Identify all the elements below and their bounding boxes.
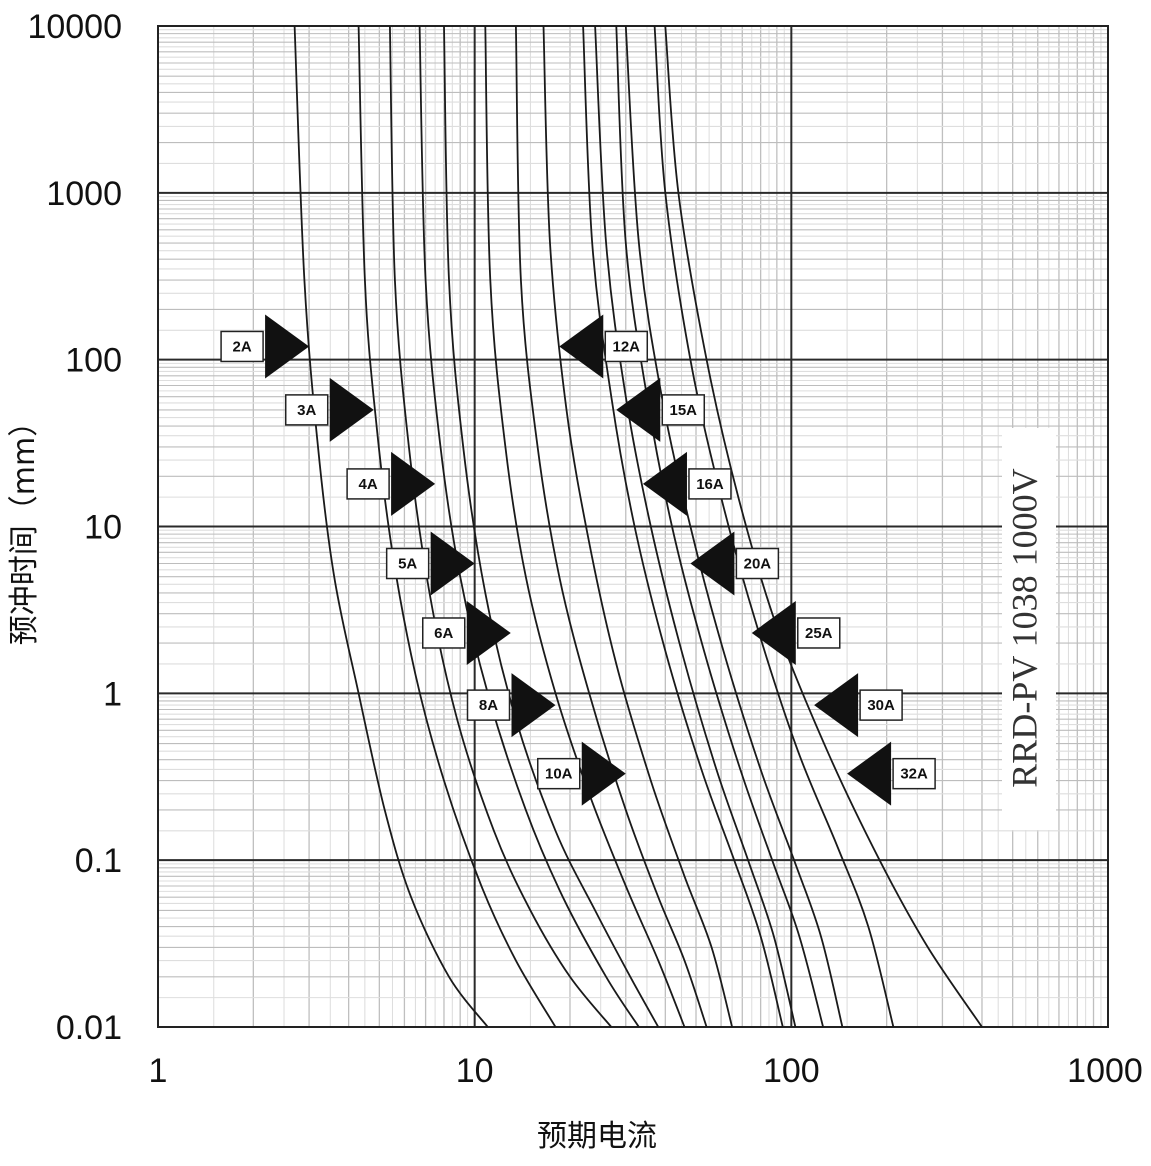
label-box-6A xyxy=(421,617,466,649)
x-tick-labels: 1 10 100 1000 xyxy=(149,1052,1143,1090)
label-box-16A xyxy=(688,468,732,500)
rating-label-10A: 10A xyxy=(537,741,626,806)
curve-32A xyxy=(664,25,983,1028)
curve-25A xyxy=(624,25,844,1028)
rating-label-2A: 2A xyxy=(220,314,310,379)
label-box-25A xyxy=(797,617,841,649)
arrow-3A xyxy=(329,377,374,442)
rating-label-15A: 15A xyxy=(616,377,706,442)
label-box-12A xyxy=(604,330,649,363)
curve-8A xyxy=(484,25,686,1028)
y-tick-label: 10000 xyxy=(27,8,122,46)
label-text-25A: 25A xyxy=(805,625,833,642)
rating-label-25A: 25A xyxy=(751,600,841,665)
y-tick-label: 10 xyxy=(84,509,122,547)
label-box-32A xyxy=(892,757,936,790)
product-label: RRD-PV 1038 1000V xyxy=(1004,468,1044,787)
curve-3A xyxy=(357,25,557,1028)
arrow-4A xyxy=(391,451,436,516)
arrow-2A xyxy=(265,314,310,379)
y-tick-label: 100 xyxy=(65,342,122,380)
label-box-15A xyxy=(661,394,706,426)
product-label-background xyxy=(1002,428,1056,830)
rating-label-4A: 4A xyxy=(346,451,436,516)
curve-16A xyxy=(594,25,797,1028)
label-box-2A xyxy=(220,330,264,363)
label-box-5A xyxy=(385,547,430,580)
y-axis-title: 预冲时间（mm） xyxy=(7,407,42,645)
arrow-20A xyxy=(690,531,735,596)
label-text-4A: 4A xyxy=(359,476,378,493)
curve-10A xyxy=(515,25,708,1028)
rating-label-12A: 12A xyxy=(559,314,649,379)
label-text-2A: 2A xyxy=(232,338,251,355)
curve-12A xyxy=(542,25,733,1028)
arrow-15A xyxy=(616,377,661,442)
curve-30A xyxy=(653,25,895,1028)
curve-4A xyxy=(389,25,612,1028)
label-text-10A: 10A xyxy=(545,766,573,783)
x-tick-label: 100 xyxy=(763,1052,820,1090)
arrow-10A xyxy=(581,741,626,806)
plot-frame xyxy=(157,25,1109,1028)
rating-labels: 2A 3A 4A 5A 6A 8A 10A 12A 15A 16A 20A 25A 30A 32A xyxy=(220,314,936,806)
curve-6A xyxy=(443,25,660,1028)
rating-label-32A: 32A xyxy=(847,741,936,806)
label-box-30A xyxy=(859,689,903,721)
label-text-30A: 30A xyxy=(867,697,895,714)
curve-20A xyxy=(615,25,824,1028)
y-tick-labels: 10000 1000 100 10 1 0.1 0.01 xyxy=(27,8,122,1047)
label-box-8A xyxy=(466,689,511,721)
label-text-3A: 3A xyxy=(297,402,316,419)
rating-label-6A: 6A xyxy=(421,600,511,665)
label-box-10A xyxy=(537,757,581,790)
series-layer xyxy=(293,25,983,1028)
arrow-16A xyxy=(642,451,687,516)
label-text-20A: 20A xyxy=(744,556,772,573)
label-text-32A: 32A xyxy=(900,766,928,783)
arrow-25A xyxy=(751,600,796,665)
arrow-6A xyxy=(466,600,511,665)
label-box-3A xyxy=(284,394,329,426)
arrow-5A xyxy=(430,531,475,596)
arrow-8A xyxy=(511,673,556,738)
rating-label-30A: 30A xyxy=(814,673,903,738)
y-tick-label: 0.01 xyxy=(56,1009,122,1047)
label-text-16A: 16A xyxy=(696,476,724,493)
y-tick-label: 1 xyxy=(103,675,122,713)
y-tick-label: 1000 xyxy=(46,175,122,213)
curve-2A xyxy=(293,25,489,1028)
label-box-20A xyxy=(735,547,780,580)
label-text-15A: 15A xyxy=(670,402,698,419)
arrow-12A xyxy=(559,314,604,379)
arrow-32A xyxy=(847,741,892,806)
x-axis-title: 预期电流 xyxy=(537,1119,657,1154)
arrow-30A xyxy=(814,673,859,738)
rating-label-8A: 8A xyxy=(466,673,556,738)
label-text-8A: 8A xyxy=(479,697,498,714)
label-text-12A: 12A xyxy=(613,338,641,355)
rating-label-5A: 5A xyxy=(385,531,475,596)
rating-label-16A: 16A xyxy=(642,451,732,516)
label-box-4A xyxy=(346,468,390,500)
label-text-6A: 6A xyxy=(434,625,453,642)
x-tick-label: 1000 xyxy=(1067,1052,1143,1090)
x-tick-label: 10 xyxy=(456,1052,494,1090)
label-text-5A: 5A xyxy=(398,556,417,573)
x-tick-label: 1 xyxy=(149,1052,168,1090)
rating-label-3A: 3A xyxy=(284,377,374,442)
y-tick-label: 0.1 xyxy=(75,842,122,880)
curve-15A xyxy=(582,25,784,1028)
rating-label-20A: 20A xyxy=(690,531,780,596)
